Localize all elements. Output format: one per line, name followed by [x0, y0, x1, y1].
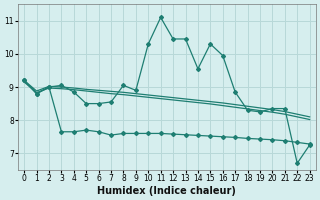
X-axis label: Humidex (Indice chaleur): Humidex (Indice chaleur)	[98, 186, 236, 196]
